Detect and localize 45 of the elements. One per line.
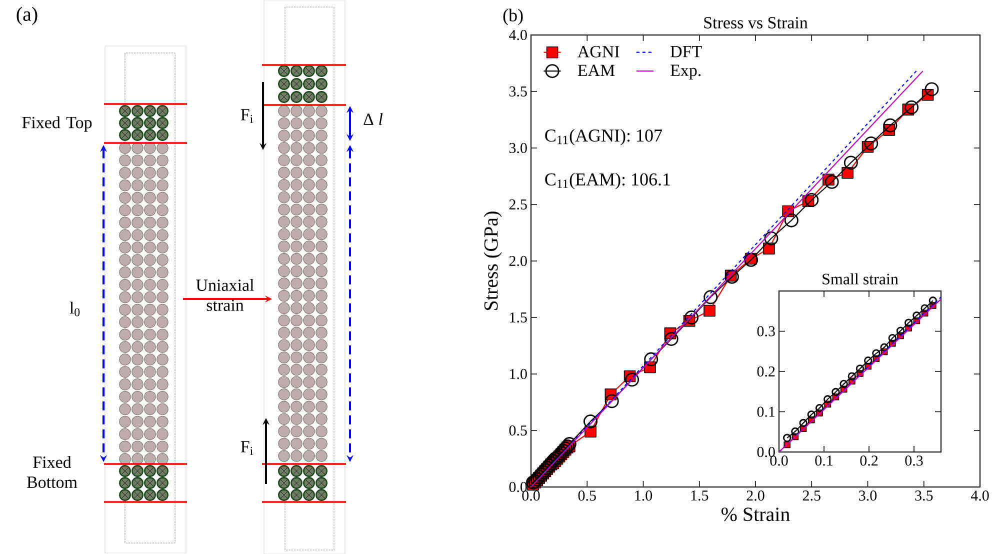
text: l$_{0}$ xyxy=(70,302,80,316)
x-tick-label: 4.0 xyxy=(970,490,989,501)
legend-label: EAM xyxy=(578,64,615,76)
y-tick-label: 3.0 xyxy=(509,142,527,154)
x-tick-label: 0.5 xyxy=(578,490,596,501)
y-tick-label: 1.5 xyxy=(510,312,527,323)
legend-label: Exp. xyxy=(670,64,701,80)
x-tick-label: 1.0 xyxy=(635,490,652,501)
chart-title: Stress vs Strain xyxy=(704,17,808,28)
y-tick-label: 3.5 xyxy=(509,86,527,97)
text: Fixed Bottom xyxy=(26,456,78,488)
y-tick-label: 0.1 xyxy=(757,406,775,417)
y-tick-label: 4.0 xyxy=(509,30,527,40)
x-tick-label: 0.1 xyxy=(815,456,832,466)
text: F$_{i}$ xyxy=(240,109,253,123)
x-tick-label: 3.5 xyxy=(915,490,933,501)
x-axis-title: % Strain xyxy=(721,508,790,522)
text: (b) xyxy=(503,8,523,26)
annotation: C$_{11}$(EAM): 106.1 xyxy=(545,172,670,190)
x-tick-label: 2.5 xyxy=(802,490,820,501)
y-tick-label: 0.3 xyxy=(757,326,775,336)
x-tick-label: 0.0 xyxy=(522,490,540,501)
annotation: C$_{11}$(AGNI): 107 xyxy=(545,128,662,146)
y-tick-label: 1.0 xyxy=(510,368,527,380)
x-tick-label: 3.0 xyxy=(859,490,877,501)
y-axis-title: Stress (GPa) xyxy=(484,212,502,310)
text: (a) xyxy=(16,6,38,26)
x-tick-label: 0.2 xyxy=(860,456,878,466)
chart-title: Small strain xyxy=(822,273,898,284)
y-tick-label: 0.0 xyxy=(757,446,775,458)
text: F$_{i}$ xyxy=(240,441,253,455)
x-tick-label: 0.0 xyxy=(770,456,788,466)
x-tick-label: 2.0 xyxy=(746,490,764,501)
text: Uniaxial strain xyxy=(196,279,254,311)
legend-label: DFT xyxy=(670,46,702,58)
legend-label: AGNI xyxy=(578,46,620,58)
y-tick-label: 0.2 xyxy=(757,366,775,377)
y-tick-label: 2.5 xyxy=(509,199,527,210)
text: Fixed Top xyxy=(22,116,92,132)
text: Δ l xyxy=(364,113,383,125)
y-tick-label: 2.0 xyxy=(509,256,527,266)
x-tick-label: 0.3 xyxy=(905,456,923,466)
x-tick-label: 1.5 xyxy=(691,490,708,501)
y-tick-label: 0.5 xyxy=(509,425,527,436)
y-tick-label: 0.0 xyxy=(509,482,527,492)
